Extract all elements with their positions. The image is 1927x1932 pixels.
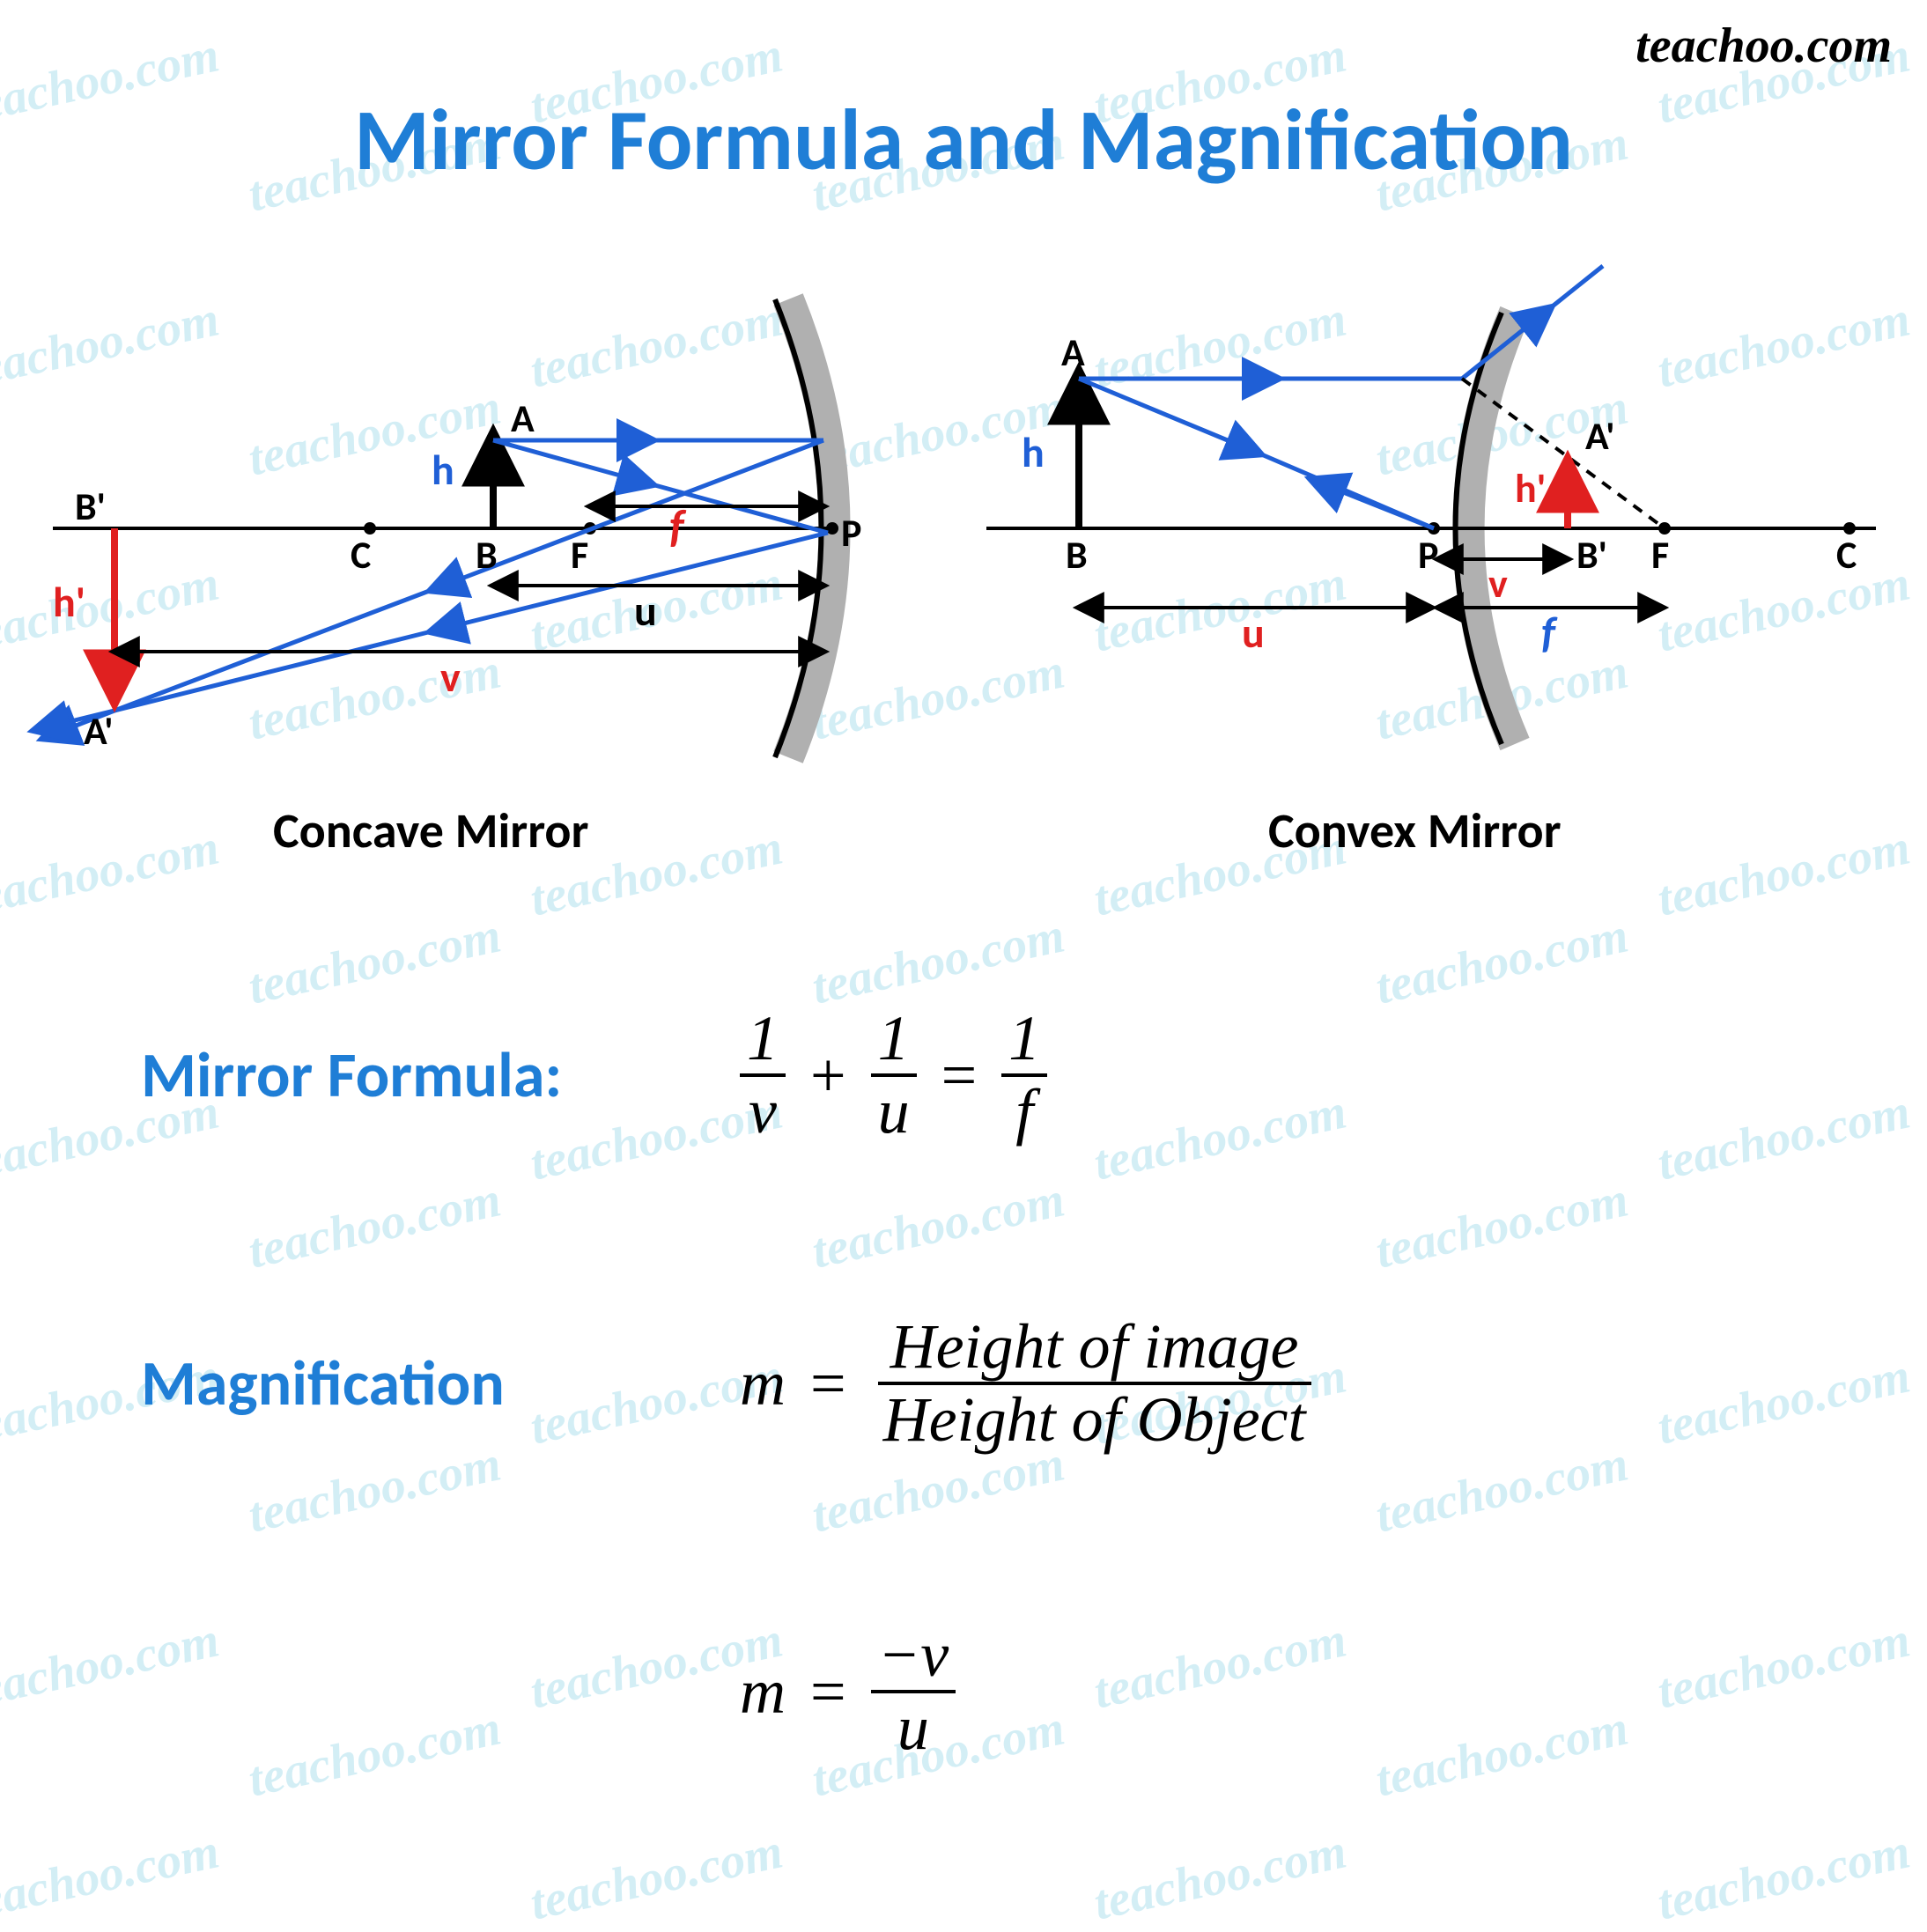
pt-A2: A: [1061, 328, 1085, 376]
pt-Bp2: B': [1576, 531, 1607, 579]
magnification-row-1: Magnification m = Height of image Height…: [141, 1312, 1726, 1455]
magnification-formula-2: m = −v u: [740, 1620, 956, 1763]
pt-B: B: [476, 531, 498, 579]
pt-F2: F: [1651, 531, 1669, 579]
page-title: Mirror Formula and Magnification: [0, 88, 1927, 193]
watermark-text: teachoo.com: [0, 1823, 224, 1931]
pt-Ap: A': [84, 707, 113, 755]
pt-A: A: [511, 395, 535, 442]
convex-diagram: A B P B' A' F C h h' u v f: [986, 282, 1885, 810]
diagram-area: A B B' A' C F P h h' f u v: [0, 282, 1927, 898]
convex-label: Convex Mirror: [1268, 801, 1562, 861]
mirror-formula-row: Mirror Formula: 1v + 1u = 1f: [141, 1004, 1726, 1147]
pt-F: F: [571, 531, 588, 579]
lbl-v2: v: [1488, 559, 1508, 608]
concave-label: Concave Mirror: [273, 801, 588, 861]
concave-diagram: A B B' A' C F P h h' f u v: [35, 282, 916, 810]
pt-B2: B: [1066, 531, 1088, 579]
watermark-text: teachoo.com: [244, 907, 506, 1015]
pt-Ap2: A': [1585, 412, 1614, 460]
lbl-u2: u: [1242, 607, 1265, 659]
magnification-formula-1: m = Height of image Height of Object: [740, 1312, 1318, 1455]
pt-C: C: [351, 531, 371, 579]
pt-C2: C: [1836, 531, 1857, 579]
watermark-text: teachoo.com: [244, 1171, 506, 1279]
watermark-text: teachoo.com: [526, 1823, 788, 1931]
pt-Bp: B': [75, 483, 106, 530]
lbl-u: u: [634, 585, 657, 637]
lbl-h: h: [432, 444, 454, 496]
magnification-row-2: m = −v u: [141, 1620, 1726, 1763]
magnification-label: Magnification: [141, 1345, 740, 1422]
brand-label: teachoo.com: [1635, 18, 1892, 74]
lbl-hp2: h': [1515, 464, 1546, 513]
lbl-hp: h': [53, 576, 85, 628]
pt-P: P: [841, 509, 861, 557]
concave-svg: A B B' A' C F P h h' f u v: [35, 282, 916, 810]
convex-svg: A B P B' A' F C h h' u v f: [986, 282, 1885, 810]
watermark-text: teachoo.com: [808, 907, 1070, 1015]
mirror-formula: 1v + 1u = 1f: [740, 1004, 1047, 1147]
watermark-text: teachoo.com: [1371, 907, 1634, 1015]
watermark-text: teachoo.com: [1089, 1823, 1352, 1931]
lbl-f2: f: [1541, 606, 1558, 660]
lbl-h2: h: [1022, 426, 1045, 478]
watermark-text: teachoo.com: [1371, 1171, 1634, 1279]
watermark-text: teachoo.com: [808, 1171, 1070, 1279]
lbl-v: v: [440, 651, 461, 703]
pt-P2: P: [1418, 531, 1438, 579]
watermark-text: teachoo.com: [1653, 1823, 1916, 1931]
mirror-formula-label: Mirror Formula:: [141, 1036, 740, 1114]
